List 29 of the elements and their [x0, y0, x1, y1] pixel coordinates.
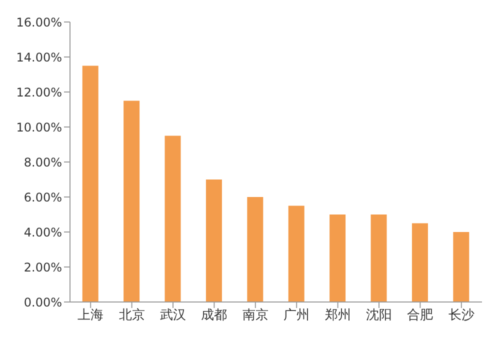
y-tick-label: 6.00% — [24, 190, 62, 204]
y-tick-label: 4.00% — [24, 225, 62, 240]
y-tick-label: 12.00% — [16, 85, 62, 100]
bar — [330, 214, 346, 302]
bar — [412, 223, 428, 302]
bar — [124, 100, 140, 302]
bar — [370, 214, 387, 302]
x-tick-label: 郑州 — [324, 308, 351, 324]
x-tick-label: 北京 — [118, 308, 145, 324]
y-tick-label: 2.00% — [24, 260, 62, 274]
y-tick-label: 0.00% — [24, 295, 62, 310]
bar — [247, 197, 264, 302]
x-tick-label: 南京 — [242, 308, 268, 324]
x-tick-label: 成都 — [201, 308, 228, 324]
x-tick-label: 沈阳 — [366, 308, 392, 324]
bar — [453, 232, 470, 302]
x-tick-label: 广州 — [284, 308, 310, 324]
x-tick-label: 武汉 — [160, 308, 186, 324]
y-tick-label: 10.00% — [16, 120, 62, 134]
bar — [288, 206, 304, 302]
bar — [164, 136, 181, 302]
y-tick-label: 14.00% — [16, 50, 62, 64]
x-tick-label: 合肥 — [407, 308, 434, 324]
y-tick-label: 16.00% — [16, 15, 62, 30]
bar — [206, 180, 222, 302]
bar — [82, 66, 98, 302]
x-tick-label: 长沙 — [448, 308, 474, 324]
x-tick-label: 上海 — [78, 308, 104, 324]
y-tick-label: 8.00% — [24, 155, 62, 170]
